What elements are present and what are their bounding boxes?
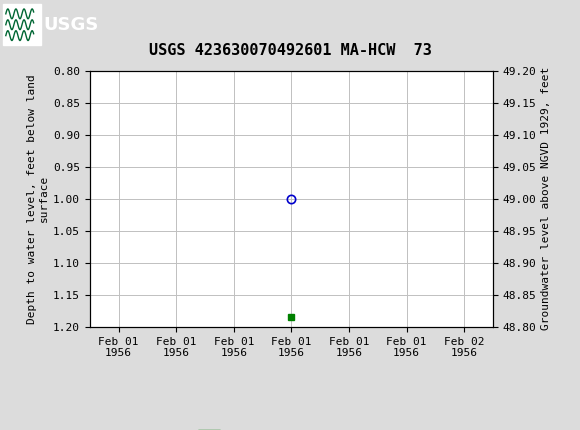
Text: USGS: USGS	[44, 16, 99, 34]
Y-axis label: Depth to water level, feet below land
surface: Depth to water level, feet below land su…	[27, 74, 49, 324]
Y-axis label: Groundwater level above NGVD 1929, feet: Groundwater level above NGVD 1929, feet	[541, 67, 550, 331]
FancyBboxPatch shape	[3, 4, 41, 46]
Text: USGS 423630070492601 MA-HCW  73: USGS 423630070492601 MA-HCW 73	[148, 43, 432, 58]
Legend: Period of approved data: Period of approved data	[194, 425, 389, 430]
